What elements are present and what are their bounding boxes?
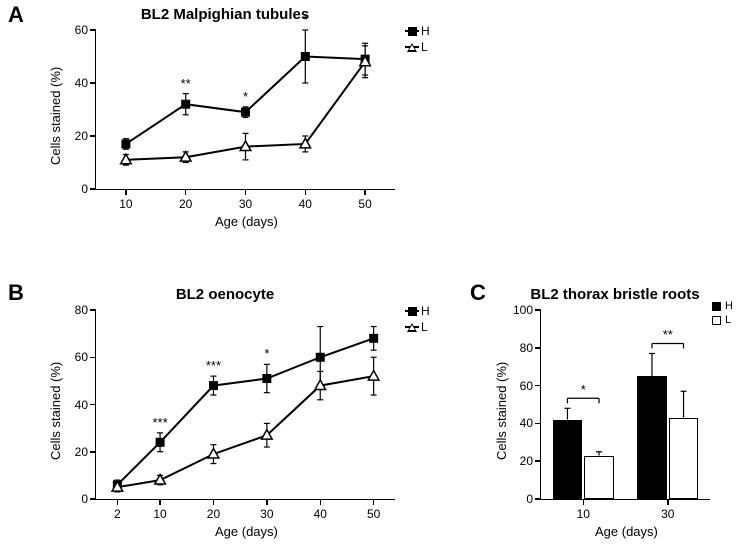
legend-item-l: L (712, 314, 733, 326)
ytick-label: 0 (526, 492, 533, 506)
bar-l (584, 456, 614, 499)
legend-item-l: L (405, 320, 430, 334)
panel-c-ylabel: Cells stained (%) (494, 362, 509, 460)
significance-label: * (243, 89, 248, 104)
legend-l-label: L (421, 40, 428, 54)
panel-c-label: C (470, 280, 486, 306)
ytick-label: 40 (75, 76, 88, 90)
legend-h-label: H (421, 24, 430, 38)
filled-square-icon (712, 302, 721, 311)
legend-l-label: L (421, 320, 428, 334)
panel-c-legend: H L (712, 300, 733, 328)
ytick-label: 60 (75, 350, 88, 364)
ytick-label: 0 (81, 182, 88, 196)
panel-a-plot: 02040601020304050**** (95, 30, 395, 190)
ytick-label: 60 (75, 23, 88, 37)
bar-l (669, 418, 699, 499)
panel-b-legend: H L (405, 304, 430, 336)
xtick-label: 30 (661, 507, 674, 521)
panel-a-ylabel: Cells stained (%) (48, 67, 63, 165)
ytick-label: 0 (81, 492, 88, 506)
xtick-label: 40 (314, 507, 327, 521)
filled-square-icon (408, 307, 417, 316)
significance-label: *** (206, 358, 221, 373)
bar-h (637, 376, 667, 499)
significance-label: ** (663, 327, 673, 342)
xtick-label: 10 (119, 197, 132, 211)
panel-c-plot: 02040608010010*30** (540, 310, 710, 500)
panel-c-title: BL2 thorax bristle roots (500, 286, 730, 303)
legend-item-l: L (405, 40, 430, 54)
xtick-label: 50 (367, 507, 380, 521)
panel-a-legend: H L (405, 24, 430, 56)
xtick-label: 30 (239, 197, 252, 211)
legend-h-label: H (421, 304, 430, 318)
ytick-label: 80 (520, 341, 533, 355)
panel-c-xlabel: Age (days) (595, 524, 658, 539)
ytick-label: 100 (513, 303, 533, 317)
significance-label: * (303, 12, 308, 27)
ytick-label: 20 (520, 454, 533, 468)
significance-label: * (264, 346, 269, 361)
panel-a-label: A (8, 2, 24, 28)
ytick-label: 20 (75, 129, 88, 143)
xtick-label: 20 (207, 507, 220, 521)
open-triangle-icon (407, 43, 417, 52)
xtick-label: 30 (260, 507, 273, 521)
panel-a-title: BL2 Malpighian tubules (95, 6, 355, 23)
xtick-label: 50 (358, 197, 371, 211)
open-square-icon (712, 316, 721, 325)
panel-b-xlabel: Age (days) (215, 524, 278, 539)
significance-label: * (581, 382, 586, 397)
xtick-label: 10 (577, 507, 590, 521)
panel-a-xlabel: Age (days) (215, 214, 278, 229)
ytick-label: 20 (75, 445, 88, 459)
ytick-label: 40 (75, 398, 88, 412)
bar-h (553, 420, 583, 499)
panel-b-ylabel: Cells stained (%) (48, 362, 63, 460)
legend-item-h: H (405, 304, 430, 318)
xtick-label: 20 (179, 197, 192, 211)
legend-item-h: H (405, 24, 430, 38)
xtick-label: 40 (299, 197, 312, 211)
legend-h-label: H (725, 300, 733, 312)
filled-square-icon (408, 27, 417, 36)
panel-b-title: BL2 oenocyte (95, 286, 355, 303)
xtick-label: 2 (114, 507, 121, 521)
ytick-label: 40 (520, 416, 533, 430)
panel-b-label: B (8, 280, 24, 306)
ytick-label: 80 (75, 303, 88, 317)
significance-label: ** (181, 76, 191, 91)
open-triangle-icon (407, 323, 417, 332)
legend-item-h: H (712, 300, 733, 312)
significance-label: *** (152, 415, 167, 430)
xtick-label: 10 (153, 507, 166, 521)
legend-l-label: L (725, 314, 731, 326)
panel-b-plot: 02040608021020304050******* (95, 310, 395, 500)
ytick-label: 60 (520, 379, 533, 393)
